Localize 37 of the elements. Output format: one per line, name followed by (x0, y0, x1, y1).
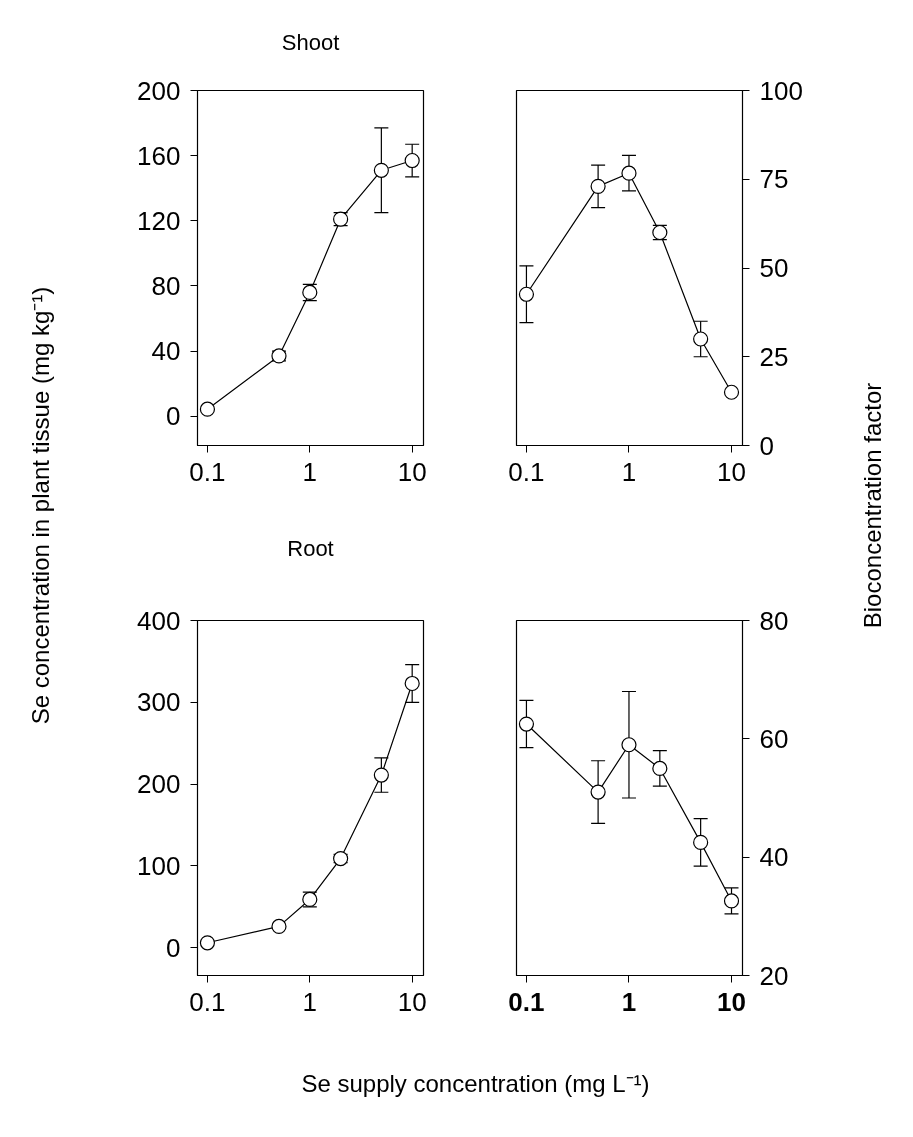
x-tick-label: 1 (302, 986, 318, 1017)
y2-tick-label: 0 (759, 430, 774, 461)
y2-tick-label: 75 (759, 164, 789, 195)
y-tick-label: 160 (137, 140, 181, 171)
x-tick-label: 10 (717, 986, 746, 1017)
y2-axis-title: Bioconcentration factor (859, 382, 886, 629)
y-tick-label: 120 (137, 205, 181, 236)
y-tick-label: 0 (166, 932, 181, 963)
chart-title: Shoot (281, 30, 340, 55)
y-tick-label: 300 (137, 687, 181, 718)
x-tick-label: 0.1 (189, 456, 226, 487)
x-tick-label: 0.1 (508, 456, 545, 487)
y2-tick-label: 60 (759, 723, 789, 754)
y-tick-label: 100 (137, 850, 181, 881)
y2-tick-label: 50 (759, 253, 789, 283)
y2-tick-label: 100 (759, 75, 803, 106)
y-tick-label: 80 (151, 270, 181, 301)
y-tick-label: 40 (151, 336, 181, 367)
y-tick-label: 0 (166, 401, 181, 432)
y2-tick-label: 20 (759, 960, 789, 991)
y-axis-title: Se concentration in plant tissue (mg kg⁻¹) (27, 286, 54, 725)
x-tick-label: 1 (621, 986, 637, 1017)
x-tick-label: 1 (302, 456, 318, 487)
x-axis-title: Se supply concentration (mg L⁻¹) (301, 1070, 650, 1097)
y-tick-label: 200 (137, 75, 181, 106)
x-tick-label: 10 (717, 456, 746, 487)
y2-tick-label: 80 (759, 605, 789, 636)
y-tick-label: 400 (137, 605, 181, 636)
x-tick-label: 10 (397, 456, 427, 487)
x-tick-label: 0.1 (508, 986, 545, 1017)
y-tick-label: 200 (137, 769, 181, 800)
y2-tick-label: 25 (759, 341, 789, 372)
x-tick-label: 1 (621, 456, 637, 487)
y2-tick-label: 40 (759, 842, 789, 873)
x-tick-label: 0.1 (189, 986, 226, 1017)
chart-title: Root (287, 536, 334, 561)
x-tick-label: 10 (397, 986, 427, 1017)
